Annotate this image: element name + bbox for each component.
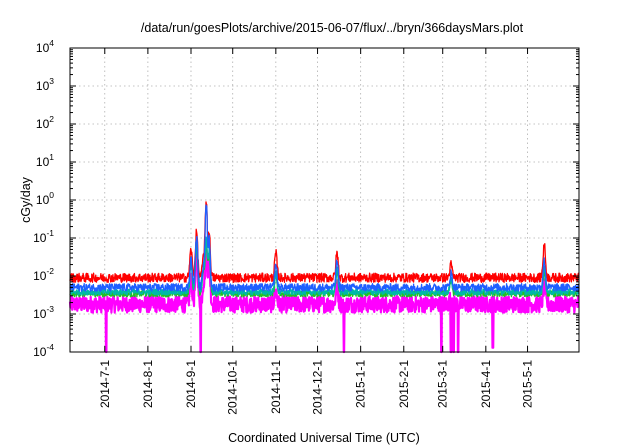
y-tick-exponent: -2 bbox=[46, 266, 54, 276]
x-tick-label: 2015-3-1 bbox=[436, 360, 450, 408]
x-tick-label: 2014-10-1 bbox=[226, 360, 240, 415]
x-tick-label: 2014-8-1 bbox=[141, 360, 155, 408]
series-line-0 bbox=[69, 201, 580, 283]
y-tick-label: 103 bbox=[36, 76, 54, 93]
y-tick-exponent: 4 bbox=[49, 38, 54, 48]
x-tick-label: 2014-12-1 bbox=[311, 360, 325, 415]
y-tick-exponent: 0 bbox=[49, 190, 54, 200]
y-tick-exponent: -1 bbox=[46, 228, 54, 238]
x-tick-label: 2015-5-1 bbox=[521, 360, 535, 408]
series-line-2 bbox=[69, 236, 580, 296]
y-axis-label: cGy/day bbox=[19, 176, 33, 223]
chart-title: /data/run/goesPlots/archive/2015-06-07/f… bbox=[141, 21, 524, 35]
x-tick-label: 2015-1-1 bbox=[354, 360, 368, 408]
y-tick-label: 10-1 bbox=[33, 228, 54, 245]
y-tick-label: 100 bbox=[36, 190, 54, 207]
y-tick-exponent: -3 bbox=[46, 304, 54, 314]
x-tick-label: 2015-4-1 bbox=[479, 360, 493, 408]
y-tick-label: 10-3 bbox=[33, 304, 54, 321]
x-axis: 2014-7-1 2014-8-1 2014-9-1 2014-10-1 2014-11… bbox=[98, 48, 535, 415]
y-tick-label: 101 bbox=[36, 152, 54, 169]
x-axis-label: Coordinated Universal Time (UTC) bbox=[228, 431, 420, 445]
x-tick-label: 2014-7-1 bbox=[98, 360, 112, 408]
y-tick-label: 10-2 bbox=[33, 266, 54, 283]
y-tick-exponent: 3 bbox=[49, 76, 54, 86]
y-tick-label: 104 bbox=[36, 38, 54, 55]
x-tick-label: 2014-11-1 bbox=[269, 360, 283, 414]
x-tick-label: 2015-2-1 bbox=[397, 360, 411, 408]
x-tick-label: 2014-9-1 bbox=[184, 360, 198, 408]
series-line-4 bbox=[68, 245, 580, 354]
y-tick-exponent: -4 bbox=[46, 342, 54, 352]
plot-area bbox=[68, 201, 580, 354]
series-line-1 bbox=[69, 204, 580, 292]
y-tick-label: 10-4 bbox=[33, 342, 54, 359]
y-tick-label: 102 bbox=[36, 114, 54, 131]
y-tick-exponent: 1 bbox=[49, 152, 54, 162]
y-tick-exponent: 2 bbox=[49, 114, 54, 124]
